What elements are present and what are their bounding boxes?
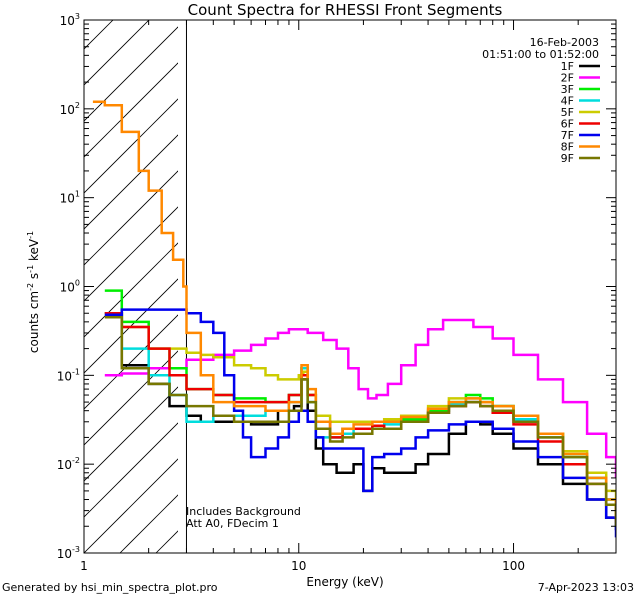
- hatch-line: [264, 0, 640, 553]
- y-label-main: counts cm: [27, 291, 41, 353]
- generated-by-label: Generated by hsi_min_spectra_plot.pro: [2, 581, 218, 594]
- hatch-line: [300, 0, 640, 553]
- excluded-energy-hatch: [0, 0, 640, 553]
- annotation-line-1: Includes Background: [186, 505, 301, 518]
- legend-label-9F: 9F: [561, 152, 574, 165]
- hatch-line: [84, 170, 178, 266]
- legend-label-7F: 7F: [561, 129, 574, 142]
- hatch-line: [372, 0, 640, 553]
- x-tick-label: 10: [291, 559, 306, 573]
- hatch-line: [588, 0, 640, 553]
- chart-title: Count Spectra for RHESSI Front Segments: [188, 1, 503, 19]
- y-tick-label: 100: [60, 279, 80, 295]
- y-tick-label: 101: [60, 190, 80, 206]
- hatch-line: [84, 20, 114, 50]
- y-tick-label: 102: [60, 101, 80, 117]
- annotation-line-2: Att A0, FDecim 1: [186, 517, 279, 530]
- hatch-line: [84, 26, 178, 122]
- hatch-line: [444, 0, 640, 553]
- x-axis-label: Energy (keV): [306, 575, 383, 589]
- series-7F: [104, 308, 616, 538]
- legend-label-3F: 3F: [561, 83, 574, 96]
- hatch-line: [84, 458, 178, 553]
- series-4F: [104, 311, 616, 511]
- y-tick-label: 103: [60, 12, 80, 28]
- hatch-line: [0, 0, 100, 553]
- y-label-unit: keV: [27, 238, 41, 265]
- y-tick-label: 10-2: [57, 456, 80, 472]
- timestamp-label: 7-Apr-2023 13:03: [537, 581, 634, 594]
- hatch-line: [84, 386, 178, 482]
- y-label-mid: s: [27, 273, 41, 283]
- y-label-exp1: -2: [26, 283, 35, 291]
- hatch-line: [408, 0, 640, 553]
- legend-label-4F: 4F: [561, 95, 574, 108]
- hatch-line: [516, 0, 640, 553]
- series-group: [92, 100, 616, 538]
- legend-label-8F: 8F: [561, 141, 574, 154]
- series-5F: [104, 311, 616, 511]
- series-3F: [104, 289, 616, 518]
- hatch-line: [84, 134, 178, 230]
- x-tick-label: 1: [80, 559, 88, 573]
- y-axis-label: counts cm-2 s-1 keV-1: [26, 231, 41, 353]
- hatch-line: [84, 206, 178, 302]
- y-tick-label: 10-1: [57, 367, 80, 383]
- y-label-exp3: -1: [26, 231, 35, 239]
- legend-label-5F: 5F: [561, 106, 574, 119]
- hatch-line: [336, 0, 640, 553]
- series-8F: [92, 100, 616, 518]
- series-9F: [104, 316, 616, 527]
- legend-label-6F: 6F: [561, 118, 574, 131]
- hatch-line: [624, 0, 640, 553]
- legend-label-1F: 1F: [561, 60, 574, 73]
- hatch-line: [84, 242, 178, 338]
- hatch-line: [84, 422, 178, 518]
- date-label: 16-Feb-2003: [530, 36, 599, 49]
- legend-label-2F: 2F: [561, 72, 574, 85]
- hatch-line: [228, 0, 640, 553]
- y-tick-label: 10-3: [57, 545, 80, 561]
- hatch-line: [84, 314, 178, 410]
- hatch-line: [84, 350, 178, 446]
- y-label-exp2: -1: [26, 265, 35, 273]
- series-2F: [104, 318, 616, 478]
- x-tick-label: 100: [502, 559, 525, 573]
- hatch-line: [84, 278, 178, 374]
- axis-ticks: 1 10 100 10-3 10-2 10-1 100 101 102 103: [57, 12, 617, 573]
- time-range-label: 01:51:00 to 01:52:00: [482, 48, 599, 61]
- series-6F: [104, 311, 616, 523]
